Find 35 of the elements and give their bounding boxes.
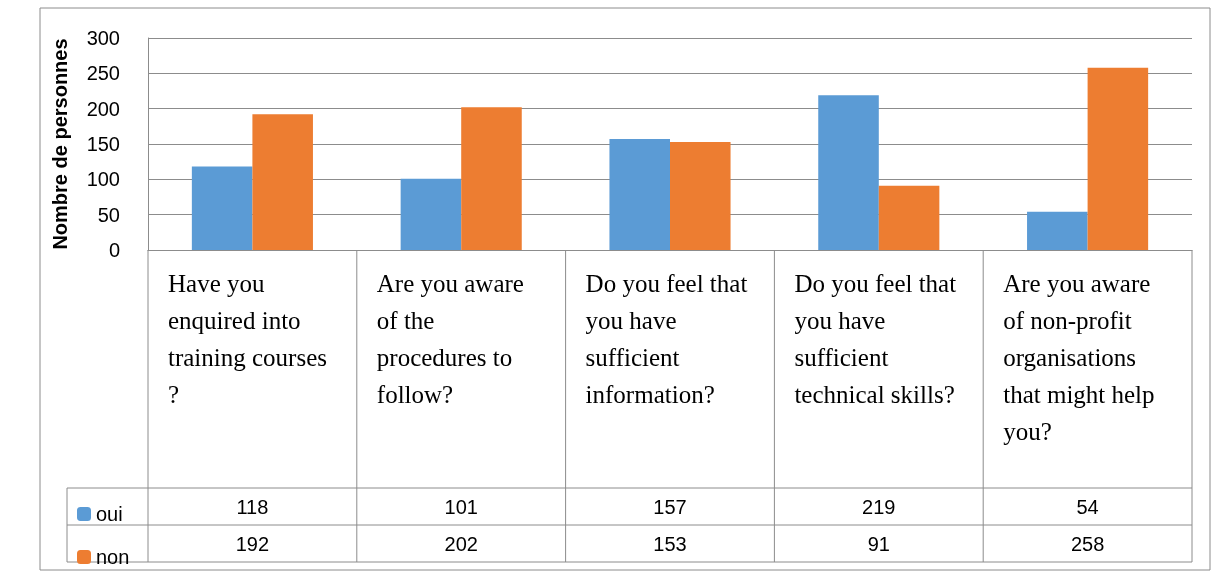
x-tick-label: Are you aware of the procedures to follow? <box>376 270 531 408</box>
y-tick-label: 250 <box>86 62 120 85</box>
x-tick-label: Are you aware of non-profit organisations that might help you? <box>1003 270 1161 445</box>
bar <box>461 107 522 250</box>
data-label: 202 <box>444 532 478 555</box>
y-tick-label: 50 <box>97 203 120 226</box>
data-label: 157 <box>653 495 687 518</box>
x-tick-label: Have you enquired into training courses? <box>168 270 327 408</box>
data-label: 118 <box>236 495 269 518</box>
y-tick-label: 200 <box>86 97 120 120</box>
bar <box>191 166 253 250</box>
data-label: 54 <box>1076 495 1099 518</box>
y-tick-label: 150 <box>86 133 120 155</box>
data-label: 101 <box>444 495 478 518</box>
legend-label: oui <box>96 503 123 525</box>
bar <box>400 178 462 250</box>
bar <box>878 185 940 250</box>
y-tick-label: 100 <box>86 168 120 191</box>
y-tick-label: 300 <box>86 27 120 49</box>
data-label: 258 <box>1070 532 1105 555</box>
data-label: 153 <box>653 532 687 555</box>
data-label: 219 <box>862 495 896 518</box>
legend-label: non <box>96 546 130 568</box>
data-label: 192 <box>235 532 270 555</box>
y-axis-title: Nombre de personnes <box>49 38 71 250</box>
data-label: 91 <box>867 532 890 555</box>
bar <box>1087 67 1149 250</box>
bar <box>609 139 670 250</box>
bar <box>670 141 731 250</box>
bar <box>1027 211 1088 250</box>
y-tick-label: 0 <box>108 239 120 261</box>
bar <box>252 114 313 250</box>
x-tick-label: Do you feel that you have sufficient technical skills? <box>794 270 963 408</box>
bar <box>818 95 879 250</box>
x-tick-label: Do you feel that you have sufficient information? <box>585 270 754 408</box>
